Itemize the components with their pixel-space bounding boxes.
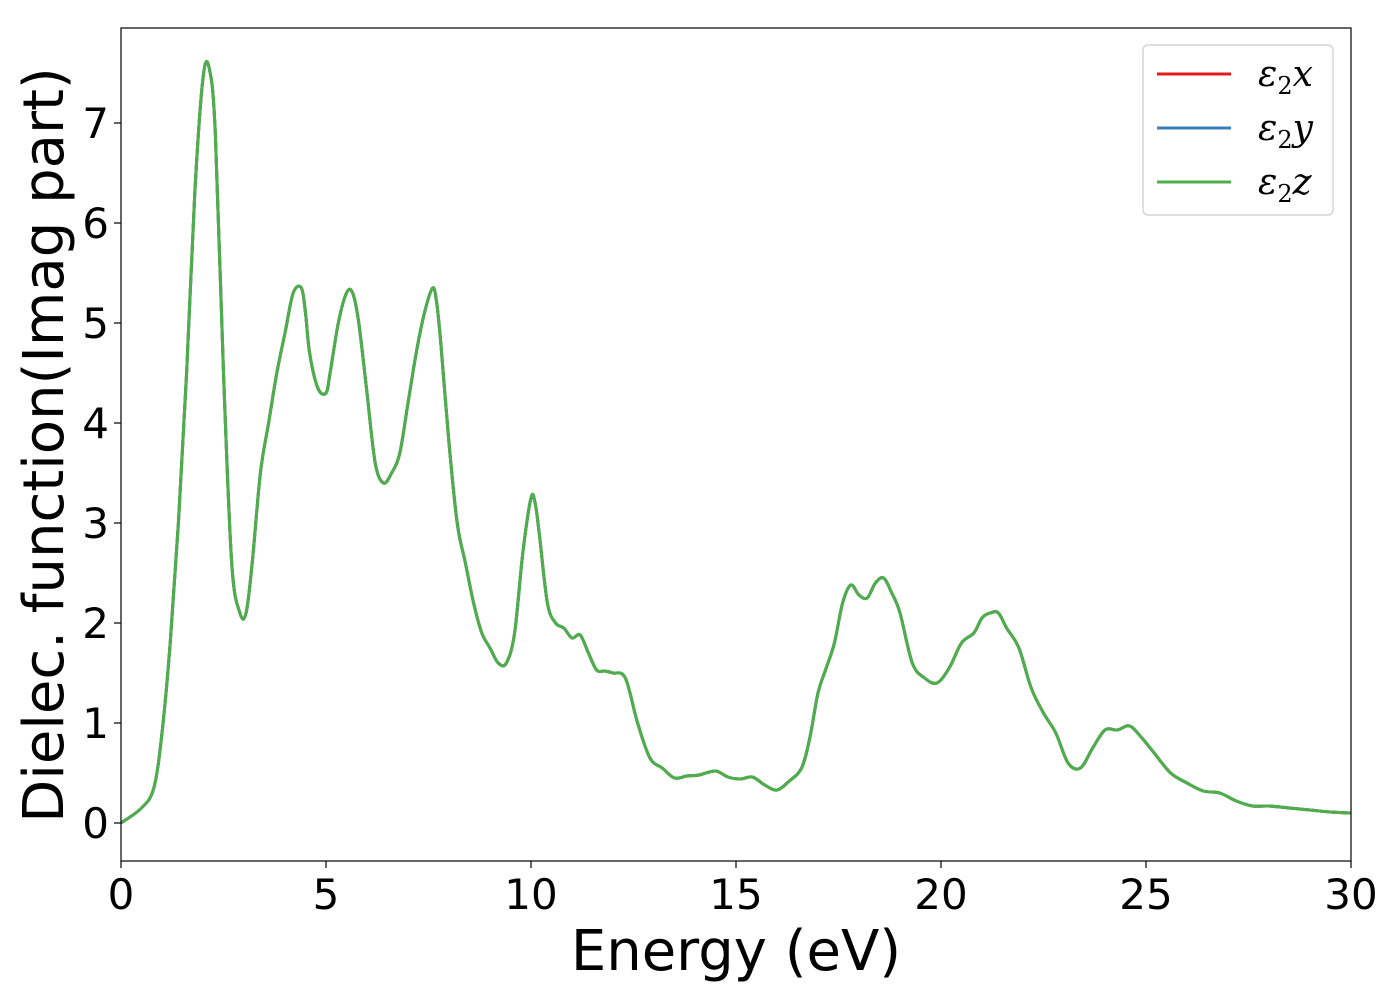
y-tick-label: 3 [82, 499, 109, 548]
x-tick-label: 5 [313, 870, 340, 919]
y-tick-label: 4 [82, 399, 109, 448]
plot-lines [121, 60, 1351, 825]
x-axis-title: Energy (eV) [571, 919, 901, 984]
legend: ε2x ε2y ε2z [1142, 44, 1334, 216]
y-tick-label: 2 [82, 599, 109, 648]
y-tick-label: 1 [82, 699, 109, 748]
y-tick-label: 6 [82, 199, 109, 248]
legend-label-x: ε2x [1258, 54, 1313, 100]
series-line-z [121, 60, 1351, 825]
legend-label-y: ε2y [1258, 108, 1314, 154]
legend-frame [1142, 44, 1334, 216]
y-axis-title: Dielec. function(Imag part) [12, 67, 77, 823]
y-tick-label: 5 [82, 299, 109, 348]
y-axis-ticks: 0 1 2 3 4 5 6 7 [82, 99, 121, 848]
x-axis-ticks: 0 5 10 15 20 25 30 [108, 861, 1378, 919]
y-tick-label: 7 [82, 99, 109, 148]
legend-label-z: ε2z [1258, 162, 1313, 208]
x-tick-label: 20 [914, 870, 967, 919]
x-tick-label: 30 [1324, 870, 1377, 919]
x-tick-label: 10 [504, 870, 557, 919]
x-tick-label: 15 [709, 870, 762, 919]
x-tick-label: 25 [1119, 870, 1172, 919]
y-tick-label: 0 [82, 799, 109, 848]
x-tick-label: 0 [108, 870, 135, 919]
